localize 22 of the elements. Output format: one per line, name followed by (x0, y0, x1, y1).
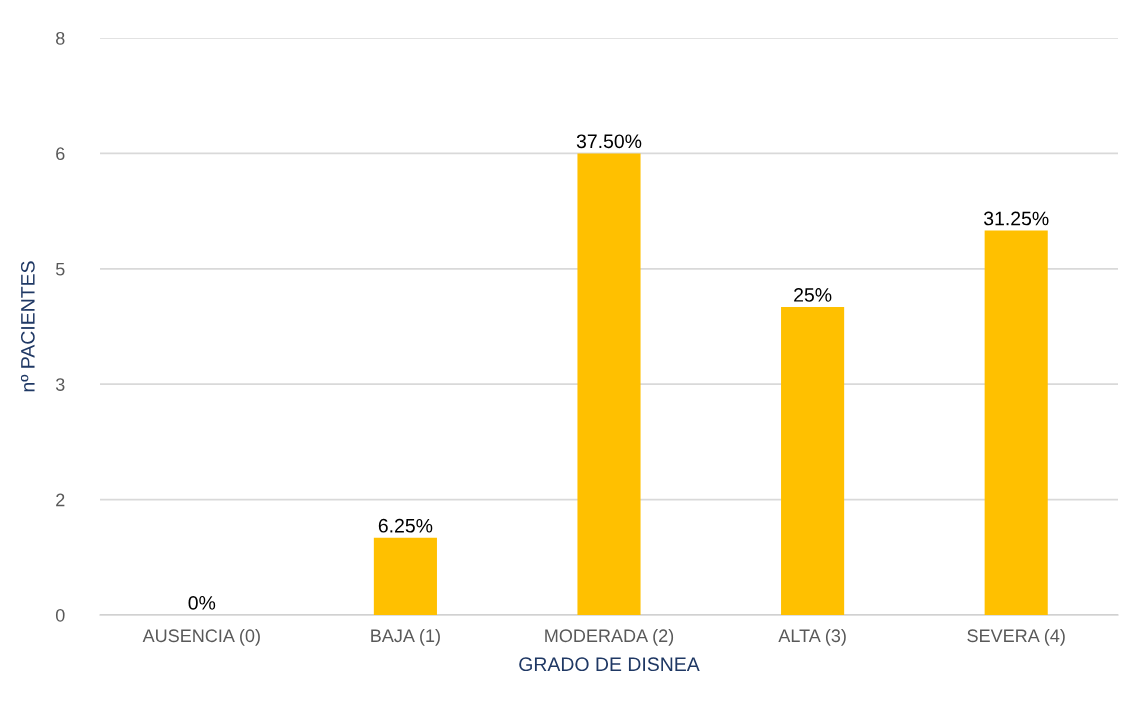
x-tick-label: MODERADA (2) (545, 628, 674, 646)
bar (577, 153, 641, 615)
annotation: 37.50% (576, 134, 642, 149)
annotation: 31.25% (983, 211, 1049, 226)
x-tick-label: SEVERA (4) (967, 628, 1065, 646)
annotation: 6.25% (378, 518, 433, 533)
y-axis-title: nº PACIENTES (20, 261, 35, 392)
x-tick-label: ALTA (3) (778, 628, 846, 646)
y-tick-label: 6 (56, 147, 65, 161)
x-axis-title: GRADO DE DISNEA (519, 657, 700, 672)
bar (373, 537, 437, 615)
y-tick-label: 0 (55, 608, 65, 622)
x-tick-label: BAJA (1) (371, 628, 440, 646)
annotation: 0% (188, 596, 216, 610)
x-tick-label: AUSENCIA (0) (142, 628, 260, 646)
bar (781, 307, 845, 615)
annotation: 25% (794, 288, 832, 302)
y-tick-label: 5 (55, 262, 65, 276)
y-tick-label: 8 (56, 31, 65, 45)
y-tick-label: 2 (56, 493, 65, 507)
y-tick-label: 3 (55, 378, 65, 391)
bar (984, 230, 1048, 615)
